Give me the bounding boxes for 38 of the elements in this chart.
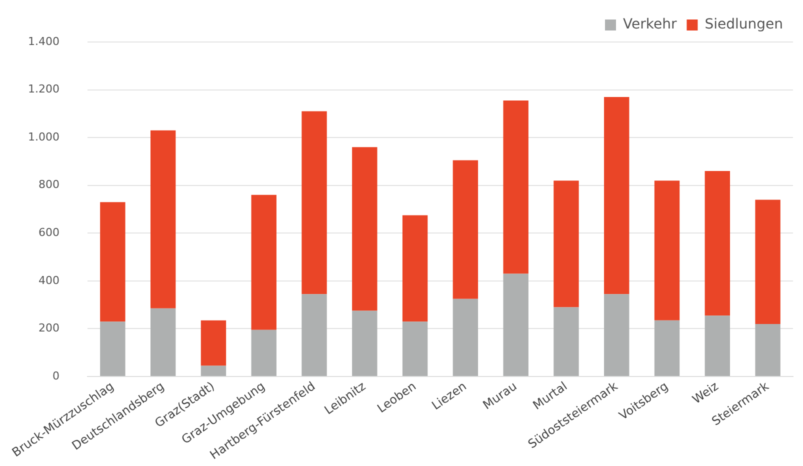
bar [100, 322, 126, 376]
y-tick-label: 0 [52, 369, 60, 382]
bar [352, 310, 378, 376]
bar [150, 308, 176, 376]
y-tick-label: 1.000 [28, 130, 60, 144]
bar [503, 274, 528, 376]
bar [200, 320, 226, 366]
bar [604, 96, 630, 294]
bar [755, 200, 780, 324]
bar [352, 147, 378, 311]
bar [654, 320, 680, 376]
y-tick-label: 800 [38, 178, 60, 192]
bar [554, 180, 579, 308]
bar [452, 298, 478, 376]
bar [755, 324, 780, 376]
legend-label: Siedlungen [704, 16, 784, 33]
bar [302, 294, 327, 376]
y-tick-label: 400 [38, 274, 60, 287]
bar [402, 322, 428, 376]
bar [251, 330, 276, 376]
y-tick-label: 600 [38, 226, 60, 240]
bar [402, 215, 428, 322]
bar [704, 316, 730, 376]
y-tick-label: 200 [38, 322, 60, 335]
bar [704, 171, 730, 316]
bar [150, 130, 176, 308]
bar [200, 366, 226, 376]
bar [654, 180, 680, 320]
bar [554, 307, 579, 376]
bar [251, 194, 276, 330]
bar [452, 160, 478, 299]
bar [100, 202, 126, 322]
bar [604, 294, 630, 376]
bar [503, 100, 528, 274]
legend-label: Verkehr [623, 16, 677, 33]
y-tick-label: 1.200 [28, 82, 60, 96]
y-tick-label: 1.400 [28, 34, 60, 48]
bar [302, 111, 327, 294]
